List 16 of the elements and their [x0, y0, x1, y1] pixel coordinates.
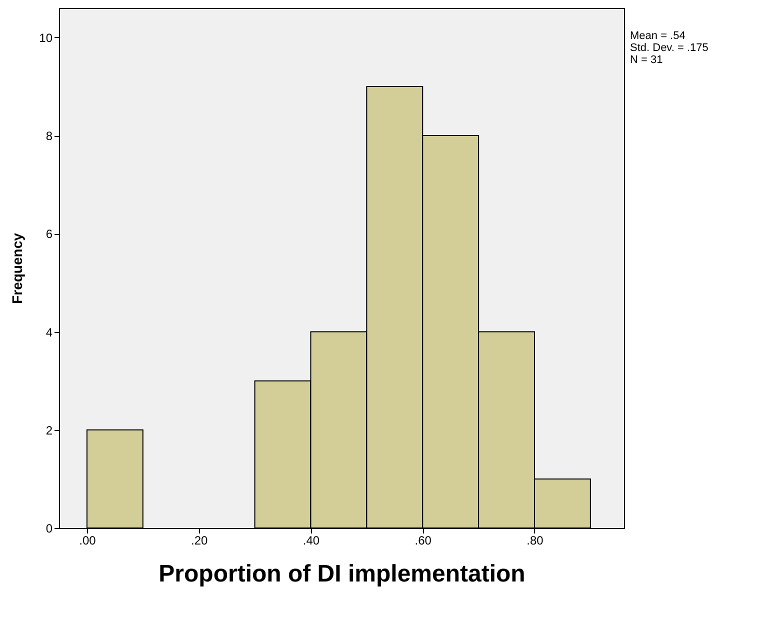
x-tick-label: .60 — [414, 534, 432, 548]
x-axis-title: Proportion of DI implementation — [158, 560, 526, 588]
x-tick-label: .40 — [302, 534, 320, 548]
y-tick-label: 4 — [46, 325, 53, 340]
y-tick-label: 2 — [46, 423, 53, 438]
y-axis-title: Frequency — [9, 232, 26, 304]
text: N = 31 — [630, 54, 663, 66]
text: Std. Dev. = .175 — [630, 42, 708, 54]
text: Mean = .54 — [630, 30, 686, 42]
x-tick-label: .00 — [79, 534, 96, 548]
y-tick-label: 6 — [46, 227, 53, 242]
y-tick-label: 8 — [46, 129, 53, 144]
x-tick-label: .80 — [526, 534, 544, 548]
y-tick-label: 0 — [46, 522, 53, 536]
x-tick-label: .20 — [191, 534, 208, 548]
y-tick-label: 10 — [39, 30, 53, 45]
